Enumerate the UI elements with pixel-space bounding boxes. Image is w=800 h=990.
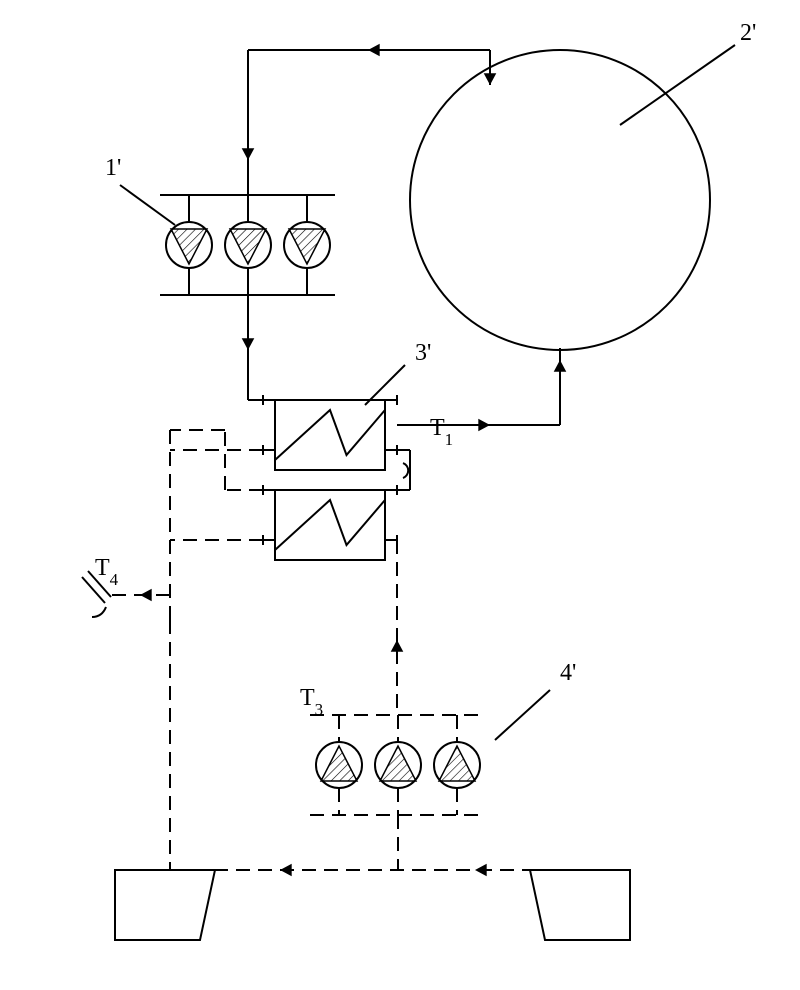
- pipe-solid: [620, 45, 735, 125]
- pump-impeller-icon: [289, 229, 325, 264]
- pump-impeller-icon: [230, 229, 266, 264]
- pump-impeller-icon: [171, 229, 207, 264]
- arrow-head: [478, 419, 490, 432]
- arrow-head: [242, 338, 255, 350]
- label-L2: 2': [740, 20, 756, 46]
- label-L4: 4': [560, 660, 576, 686]
- pipe-jump-icon: [403, 463, 408, 478]
- diagram-canvas: 1'2'3'4'T1T3T4: [0, 0, 800, 990]
- arrow-head: [242, 148, 255, 160]
- arrow-head: [475, 864, 487, 877]
- arrow-head: [554, 360, 567, 372]
- arrow-head: [391, 640, 404, 652]
- pump-impeller-icon: [380, 746, 416, 781]
- pump-impeller-icon: [439, 746, 475, 781]
- pipe-solid: [120, 185, 175, 225]
- label-L3: 3': [415, 340, 431, 366]
- pump-impeller-icon: [321, 746, 357, 781]
- label-L1: 1': [105, 155, 121, 181]
- large-vessel-circle: [410, 50, 710, 350]
- label-T1: T1: [430, 415, 453, 449]
- arrow-head: [140, 589, 152, 602]
- label-T3: T3: [300, 685, 323, 719]
- pipe-solid: [495, 690, 550, 740]
- tank-right: [530, 870, 630, 940]
- arrow-head: [484, 73, 497, 85]
- arrow-head: [280, 864, 292, 877]
- tank-left: [115, 870, 215, 940]
- arrow-head: [368, 44, 380, 57]
